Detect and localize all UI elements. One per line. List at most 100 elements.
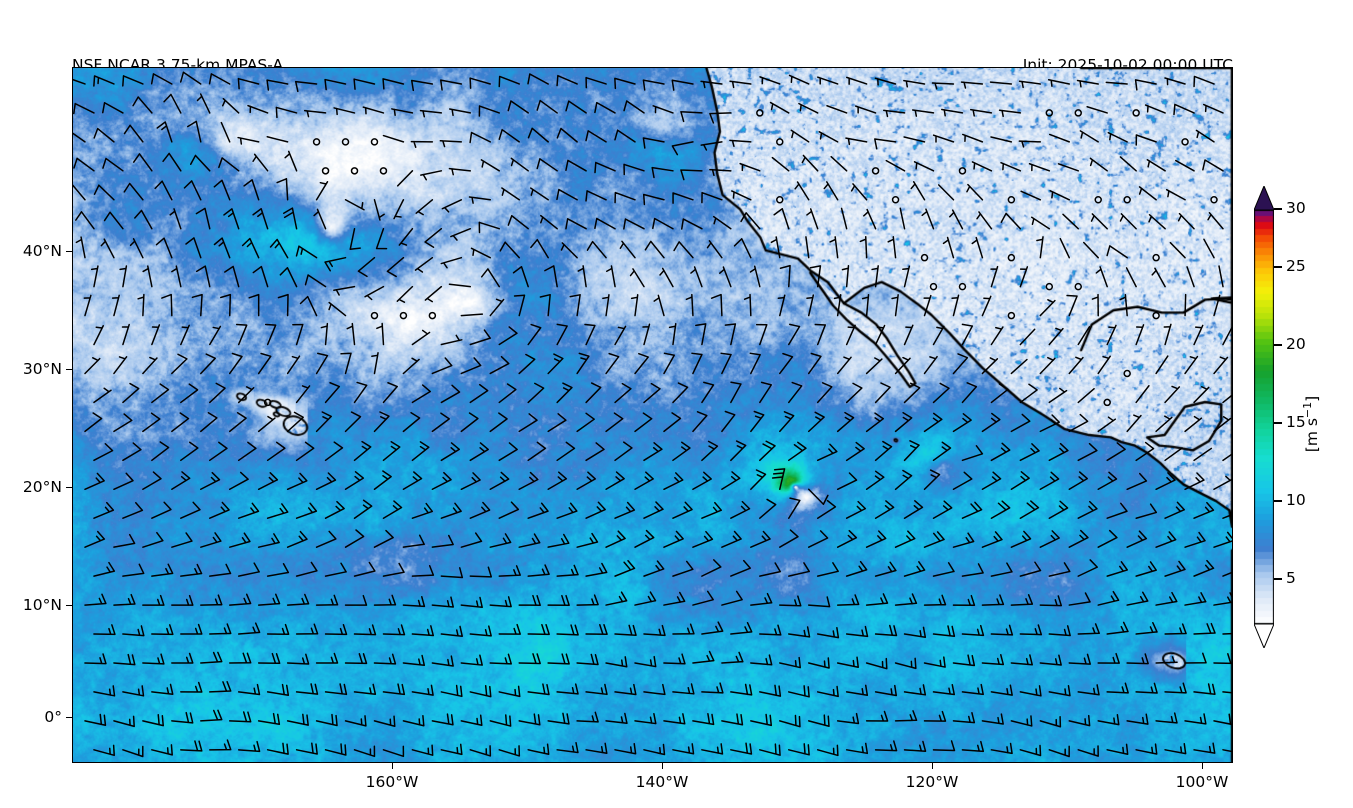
wind-barb [701,621,724,635]
wind-barb [700,141,723,151]
wind-barb [1151,267,1166,288]
colorbar-tick-mark [1274,422,1282,424]
wind-barb [440,79,463,91]
x-tick-mark [1202,763,1204,769]
wind-barb [134,209,153,230]
wind-barb [614,742,637,755]
wind-barb [1222,387,1232,404]
wind-barb [129,238,144,259]
wind-barb [295,561,318,577]
wind-barb [469,684,492,698]
wind-barb [340,352,352,375]
wind-barb [1173,103,1195,116]
wind-barb [816,562,839,577]
wind-barb [84,530,106,548]
wind-barb [382,624,406,636]
wind-barb [402,715,425,727]
wind-barb [921,208,935,230]
wind-barb [981,357,999,375]
wind-barb [903,740,927,752]
wind-barb [1184,592,1207,606]
wind-barb [1039,299,1056,317]
wind-barb [1155,531,1177,548]
wind-barb [353,561,376,577]
wind-barb [185,237,202,259]
wind-barb [84,412,103,433]
wind-barb [469,442,489,462]
wind-barb [373,594,397,606]
wind-barb [200,594,223,606]
wind-barb [171,471,191,491]
wind-barb [102,157,124,172]
wind-barb [1193,501,1215,519]
wind-barb [489,412,508,433]
wind-barb [478,105,501,117]
wind-barb [614,129,636,143]
wind-barb [1184,355,1199,375]
wind-barb [180,681,203,693]
wind-barb [73,102,95,115]
wind-barb [93,744,115,757]
wind-barb [547,653,570,665]
wind-barb [710,293,723,317]
wind-barb [498,383,517,404]
wind-barb [142,531,164,548]
wind-barb [209,325,222,346]
wind-barb [865,657,888,670]
wind-barb [1184,531,1206,548]
wind-barb [594,217,616,230]
calm-circle-barb [891,196,900,204]
wind-barb [771,468,786,491]
wind-barb [186,120,202,143]
wind-barb [1213,592,1232,606]
wind-barb [576,412,595,433]
wind-barb [643,382,661,404]
wind-barb [845,137,868,146]
wind-barb [1213,531,1232,548]
wind-barb [171,412,190,433]
calm-circle-barb [350,167,359,175]
wind-barb [113,653,136,666]
wind-barb [1169,241,1186,259]
wind-barb [286,472,308,491]
wind-barb [151,441,170,462]
wind-barb [730,683,753,696]
wind-barb [248,293,260,317]
wind-barb [1135,621,1158,635]
wind-barb [382,562,405,577]
wind-barb [894,710,918,722]
wind-barb [123,124,144,143]
wind-barb [414,256,434,273]
wind-barb [990,562,1013,577]
wind-barb [257,593,281,606]
calm-circle-barb [1152,311,1160,320]
wind-barb [1165,188,1186,201]
wind-barb [142,471,162,491]
wind-barb [180,563,203,577]
wind-barb [836,411,855,433]
wind-barb [507,214,529,230]
calm-circle-barb [776,138,784,146]
wind-barb [740,212,761,230]
wind-barb [1077,745,1099,757]
wind-barb [643,624,666,637]
wind-barb [228,471,249,491]
colorbar-tick-mark [1274,578,1282,580]
wind-barb [373,715,396,728]
wind-barb [701,191,723,204]
wind-barb [411,329,431,346]
wind-barb [952,413,972,433]
wind-barb [93,75,115,87]
wind-barb [161,293,173,317]
wind-barb [565,218,587,230]
wind-barb [806,294,815,317]
wind-barb [788,685,810,698]
wind-barb [1097,652,1120,664]
wind-barb [1146,158,1166,172]
wind-barb [431,357,453,375]
wind-barb [1222,513,1232,519]
wind-barb [371,352,379,375]
calm-circle-barb [871,167,880,175]
wind-barb [663,352,676,375]
wind-barb [1193,559,1215,577]
